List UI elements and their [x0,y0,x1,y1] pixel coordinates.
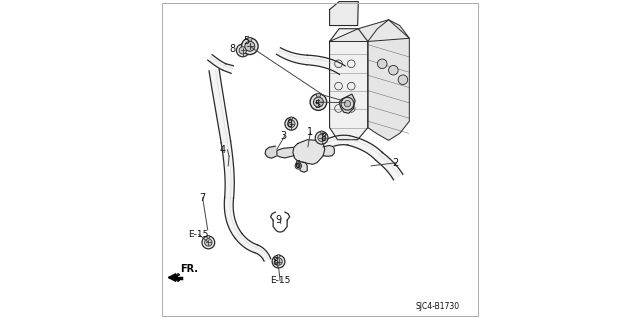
Text: 3: 3 [280,130,286,141]
Text: 8: 8 [286,119,292,129]
Circle shape [318,134,325,142]
Polygon shape [330,2,358,26]
Polygon shape [277,147,294,158]
Polygon shape [265,146,276,158]
Polygon shape [330,29,368,140]
Circle shape [316,131,328,144]
Polygon shape [208,55,226,70]
Circle shape [239,47,246,54]
Polygon shape [236,234,257,253]
Polygon shape [330,20,410,41]
Polygon shape [223,64,234,73]
Polygon shape [168,274,180,281]
Polygon shape [224,197,242,239]
Polygon shape [209,70,230,143]
Circle shape [241,38,258,55]
Circle shape [241,44,244,46]
Circle shape [344,100,351,107]
Text: 7: 7 [199,193,205,203]
Circle shape [388,65,398,75]
Circle shape [320,131,323,134]
Circle shape [205,239,212,246]
Polygon shape [168,274,176,281]
Circle shape [378,59,387,69]
Polygon shape [321,135,349,150]
Text: E-15: E-15 [270,276,291,285]
Circle shape [297,164,300,167]
Text: 2: 2 [392,158,398,168]
Text: 5: 5 [315,100,321,110]
Circle shape [202,236,215,249]
Text: 6: 6 [294,160,301,170]
Circle shape [290,117,292,120]
Polygon shape [368,20,410,140]
Circle shape [398,75,408,85]
Circle shape [295,163,301,169]
Text: 5: 5 [243,36,250,47]
Text: 4: 4 [220,145,226,155]
Circle shape [236,44,249,57]
Polygon shape [221,141,234,198]
Text: 8: 8 [320,133,326,143]
Text: FR.: FR. [180,264,198,274]
Polygon shape [293,140,324,164]
Polygon shape [300,162,307,172]
Polygon shape [376,152,403,180]
Text: SJC4-B1730: SJC4-B1730 [416,302,460,311]
Polygon shape [348,136,383,160]
Circle shape [248,37,252,41]
Circle shape [316,93,321,97]
Polygon shape [255,245,271,261]
Polygon shape [323,145,334,156]
Polygon shape [276,48,308,65]
Polygon shape [339,94,355,113]
Circle shape [310,94,326,110]
Text: 9: 9 [275,215,282,225]
Text: 8: 8 [272,256,278,267]
Circle shape [207,236,210,238]
Text: 8: 8 [230,44,236,55]
Polygon shape [307,55,345,74]
Circle shape [285,117,298,130]
Circle shape [272,255,285,268]
Circle shape [314,97,323,107]
Circle shape [275,258,282,265]
Circle shape [245,41,255,51]
Text: E-15: E-15 [189,230,209,239]
Text: 1: 1 [307,127,313,137]
Circle shape [277,255,280,257]
Circle shape [287,120,295,128]
